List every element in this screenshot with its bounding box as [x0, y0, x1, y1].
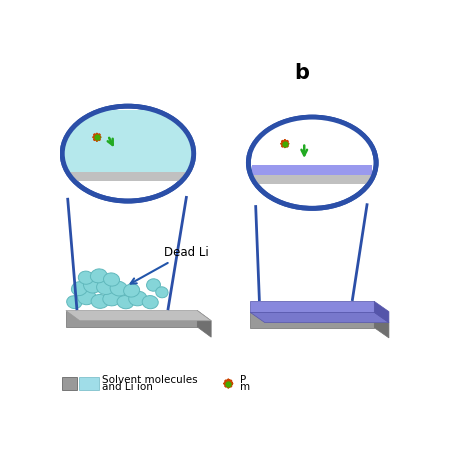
- Ellipse shape: [103, 291, 122, 306]
- Polygon shape: [64, 172, 192, 181]
- Ellipse shape: [97, 279, 116, 294]
- Ellipse shape: [129, 291, 147, 306]
- Ellipse shape: [156, 287, 168, 298]
- Polygon shape: [250, 301, 374, 312]
- Text: and Li ion: and Li ion: [102, 382, 153, 392]
- Ellipse shape: [248, 117, 376, 209]
- Ellipse shape: [83, 277, 101, 293]
- Ellipse shape: [117, 295, 134, 309]
- Ellipse shape: [91, 294, 109, 309]
- Polygon shape: [250, 312, 389, 323]
- Polygon shape: [252, 175, 373, 183]
- Ellipse shape: [142, 296, 158, 309]
- Polygon shape: [62, 377, 77, 390]
- Polygon shape: [66, 310, 197, 327]
- Ellipse shape: [103, 273, 119, 286]
- Text: P: P: [240, 375, 246, 385]
- Polygon shape: [374, 301, 389, 323]
- Polygon shape: [252, 117, 373, 165]
- Ellipse shape: [62, 106, 194, 201]
- Ellipse shape: [110, 281, 128, 296]
- Ellipse shape: [78, 271, 94, 284]
- Polygon shape: [197, 310, 211, 337]
- Ellipse shape: [91, 269, 107, 283]
- Ellipse shape: [124, 284, 140, 297]
- Polygon shape: [64, 110, 192, 172]
- Ellipse shape: [146, 279, 160, 291]
- Polygon shape: [250, 312, 374, 328]
- Polygon shape: [66, 310, 211, 321]
- Polygon shape: [80, 377, 99, 390]
- Ellipse shape: [72, 282, 87, 296]
- Polygon shape: [374, 312, 389, 338]
- Ellipse shape: [78, 289, 96, 305]
- Ellipse shape: [67, 296, 82, 309]
- Polygon shape: [252, 165, 373, 175]
- Text: m: m: [240, 382, 250, 392]
- Text: b: b: [294, 64, 309, 83]
- Polygon shape: [250, 312, 389, 323]
- Text: Dead Li: Dead Li: [131, 246, 209, 283]
- Text: Solvent molecules: Solvent molecules: [102, 375, 198, 385]
